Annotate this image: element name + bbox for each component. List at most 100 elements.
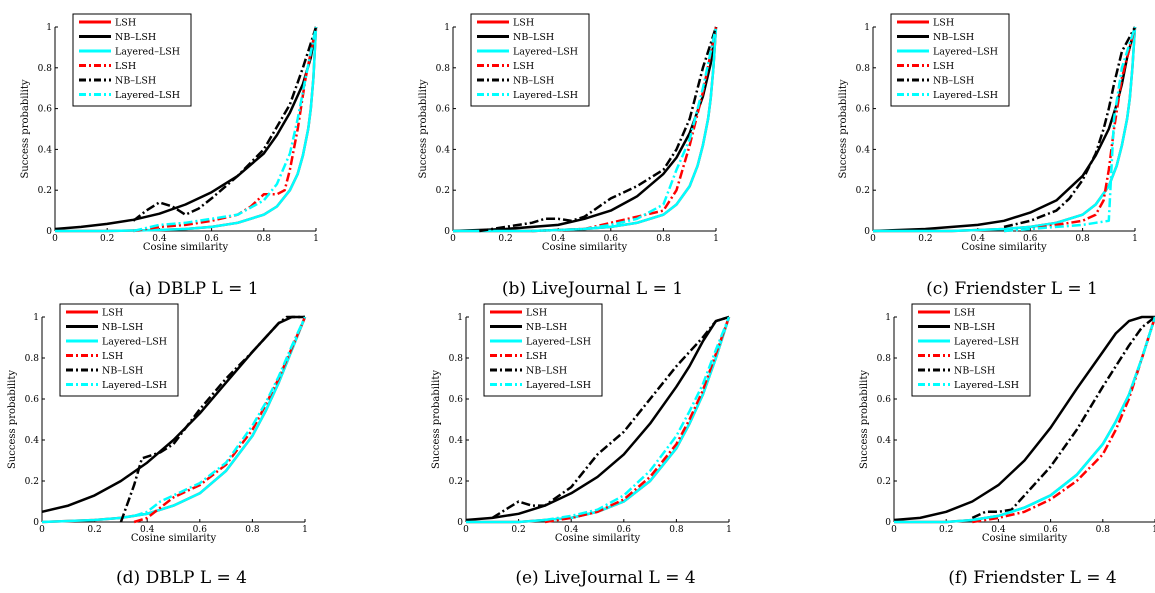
x-tick-label: 1	[726, 525, 732, 535]
legend-label: LSH	[954, 351, 975, 362]
x-tick-label: 0.4	[971, 234, 986, 244]
series-line-5	[132, 26, 318, 222]
legend-label: LSH	[513, 61, 534, 72]
y-tick-label: 0.4	[25, 436, 40, 446]
y-tick-label: 0.4	[436, 145, 451, 155]
y-tick-label: 0.8	[856, 64, 871, 74]
legend-label: Layered–LSH	[115, 90, 180, 101]
legend-label: NB–LSH	[954, 366, 995, 377]
x-tick-label: 0.6	[193, 525, 208, 535]
legend-label: LSH	[954, 308, 975, 319]
chart-caption: (b) LiveJournal L = 1	[502, 279, 683, 299]
y-tick-label: 0.2	[856, 186, 870, 196]
legend-label: Layered–LSH	[954, 337, 1019, 348]
x-tick-label: 0.8	[1075, 234, 1090, 244]
x-tick-label: 0.4	[152, 234, 167, 244]
x-tick-label: 0.8	[1096, 525, 1111, 535]
x-tick-label: 0.2	[511, 525, 525, 535]
chart-caption: (c) Friendster L = 1	[926, 279, 1098, 299]
chart-panel-2: 0 0.2 0.4 0.6 0.8 1 0 0.2 0.4 0.6 0.8 1 Cosine simil…	[418, 13, 719, 299]
legend-label: LSH	[115, 61, 136, 72]
chart-panel-4: 0 0.2 0.4 0.6 0.8 1 0 0.2 0.4 0.6 0.8 1 Cosine simil…	[7, 303, 308, 588]
legend-label: NB–LSH	[102, 322, 143, 333]
series-line-4	[133, 26, 318, 233]
x-tick-label: 1	[1152, 525, 1155, 535]
legend-label: LSH	[115, 18, 136, 29]
series-line-2	[465, 315, 730, 522]
y-tick-label: 0.8	[25, 354, 40, 364]
legend-label: NB–LSH	[933, 76, 974, 87]
y-axis-label: Success probability	[7, 370, 18, 469]
y-axis-label: Success probability	[431, 370, 442, 469]
legend-label: Layered–LSH	[933, 90, 998, 101]
y-tick-label: 0.8	[436, 64, 451, 74]
chart-panel-1: 0 0.2 0.4 0.6 0.8 1 0 0.2 0.4 0.6 0.8 1 Cosine simil…	[20, 13, 319, 299]
legend-box	[890, 13, 1010, 107]
x-axis-label: Cosine similarity	[555, 533, 641, 544]
x-tick-label: 0.2	[100, 234, 114, 244]
series-line-6	[133, 26, 318, 233]
chart-panel-5: 0 0.2 0.4 0.6 0.8 1 0 0.2 0.4 0.6 0.8 1 Cosine simil…	[431, 303, 732, 588]
x-axis-label: Cosine similarity	[143, 242, 229, 253]
y-axis-label: Success probability	[859, 370, 870, 469]
x-tick-label: 0.8	[257, 234, 272, 244]
y-axis-label: Success probability	[838, 79, 849, 178]
series-line-5	[119, 315, 305, 523]
y-tick-label: 0.6	[436, 105, 451, 115]
legend-label: Layered–LSH	[513, 47, 578, 58]
x-tick-label: 1	[1132, 234, 1138, 244]
x-tick-label: 0.6	[1023, 234, 1038, 244]
y-tick-label: 1	[46, 23, 52, 33]
y-tick-label: 0.2	[436, 186, 450, 196]
legend-label: Layered–LSH	[513, 90, 578, 101]
legend-label: LSH	[102, 308, 123, 319]
x-tick-label: 0.8	[669, 525, 684, 535]
y-tick-label: 0.8	[38, 64, 53, 74]
legend-label: Layered–LSH	[526, 337, 591, 348]
y-tick-label: 0.4	[877, 436, 892, 446]
y-tick-label: 0.4	[856, 145, 871, 155]
x-tick-label: 0.6	[617, 525, 632, 535]
series-line-6	[133, 316, 307, 518]
legend-label: Layered–LSH	[526, 380, 591, 391]
y-tick-label: 0.6	[38, 105, 53, 115]
x-tick-label: 0.6	[1043, 525, 1058, 535]
legend-label: NB–LSH	[513, 32, 554, 43]
x-tick-label: 0	[891, 525, 897, 535]
series-line-4	[1003, 26, 1137, 233]
series-line-5	[971, 316, 1155, 520]
legend-label: LSH	[526, 351, 547, 362]
legend-label: Layered–LSH	[954, 380, 1019, 391]
legend-label: Layered–LSH	[115, 47, 180, 58]
legend-label: Layered–LSH	[102, 380, 167, 391]
y-axis-label: Success probability	[20, 79, 31, 178]
y-tick-label: 1	[33, 313, 39, 323]
legend-box	[483, 303, 603, 397]
chart-panel-6: 0 0.2 0.4 0.6 0.8 1 0 0.2 0.4 0.6 0.8 1 Cosine simil…	[859, 303, 1155, 588]
series-line-2	[54, 26, 318, 231]
legend-label: NB–LSH	[933, 32, 974, 43]
y-axis-label: Success probability	[418, 79, 429, 178]
series-line-6	[972, 316, 1155, 522]
x-tick-label: 0	[463, 525, 469, 535]
series-line-4	[544, 316, 731, 524]
y-tick-label: 1	[864, 23, 870, 33]
legend-box	[59, 303, 179, 397]
x-tick-label: 0	[450, 234, 456, 244]
series-line-6	[531, 26, 718, 233]
legend-label: NB–LSH	[526, 322, 567, 333]
x-axis-label: Cosine similarity	[542, 242, 628, 253]
y-tick-label: 1	[444, 23, 450, 33]
y-tick-label: 0.2	[38, 186, 52, 196]
y-tick-label: 0	[457, 518, 463, 528]
x-tick-label: 0.2	[918, 234, 932, 244]
legend-label: LSH	[526, 308, 547, 319]
legend-label: NB–LSH	[526, 366, 567, 377]
series-line-3	[873, 26, 1137, 233]
y-tick-label: 0.2	[25, 477, 39, 487]
y-tick-label: 0.6	[449, 395, 464, 405]
x-tick-label: 0.4	[140, 525, 155, 535]
y-tick-label: 0	[864, 227, 870, 237]
x-tick-label: 0.4	[991, 525, 1006, 535]
